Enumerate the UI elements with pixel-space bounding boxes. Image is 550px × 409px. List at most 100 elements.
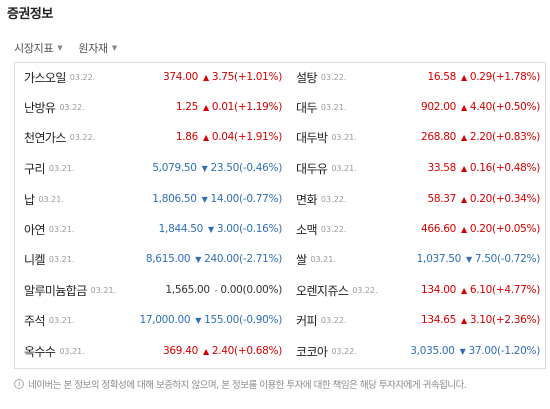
tab-label: 원자재 — [78, 42, 108, 55]
commodity-name[interactable]: 면화 — [296, 192, 317, 207]
triangle-up-icon: ▲ — [461, 72, 467, 82]
commodity-row[interactable]: 코코아 03.22. 3,035.00 ▼ 37.00(-1.20%) — [296, 337, 540, 365]
triangle-down-icon: ▼ — [195, 254, 202, 264]
commodity-change: 14.00(-0.77%) — [210, 193, 283, 205]
commodity-quote: 5,079.50 ▼ 23.50(-0.46%) — [152, 162, 282, 174]
commodity-row[interactable]: 소맥 03.22. 466.60 ▲ 0.20(+0.05%) — [296, 215, 540, 243]
page-title: 증권정보 — [7, 7, 53, 22]
commodity-price: 1,806.50 — [152, 193, 197, 205]
caret-down-icon: ▼ — [111, 44, 117, 52]
commodity-price: 268.80 — [421, 131, 456, 143]
commodity-price: 134.65 — [421, 314, 456, 326]
commodity-row[interactable]: 쌀 03.21. 1,037.50 ▼ 7.50(-0.72%) — [296, 245, 540, 273]
commodity-row[interactable]: 옥수수 03.21. 369.40 ▲ 2.40(+0.68%) — [24, 337, 282, 365]
commodity-date: 03.22. — [69, 132, 96, 142]
commodity-date: 03.22. — [352, 285, 378, 295]
commodity-change: 0.20(+0.34%) — [469, 193, 540, 205]
commodity-row[interactable]: 면화 03.22. 58.37 ▲ 0.20(+0.34%) — [296, 185, 540, 213]
commodity-row[interactable]: 대두박 03.21. 268.80 ▲ 2.20(+0.83%) — [296, 123, 540, 151]
commodity-change: 3.75(+1.01%) — [211, 71, 282, 83]
commodity-date: 03.21. — [310, 254, 336, 264]
commodity-row[interactable]: 난방유 03.22. 1.25 ▲ 0.01(+1.19%) — [24, 93, 282, 121]
commodity-change: 0.16(+0.48%) — [469, 162, 540, 174]
commodity-name[interactable]: 알루미늄합금 — [24, 283, 87, 298]
commodity-name[interactable]: 난방유 — [24, 100, 56, 115]
commodity-name[interactable]: 오렌지쥬스 — [296, 283, 349, 298]
commodity-row[interactable]: 구리 03.21. 5,079.50 ▼ 23.50(-0.46%) — [24, 154, 282, 182]
commodity-price: 134.00 — [421, 284, 456, 296]
commodity-row[interactable]: 아연 03.21. 1,844.50 ▼ 3.00(-0.16%) — [24, 215, 282, 243]
commodity-row[interactable]: 납 03.21. 1,806.50 ▼ 14.00(-0.77%) — [24, 185, 282, 213]
triangle-down-icon: ▼ — [201, 194, 208, 204]
commodity-name[interactable]: 대두 — [296, 100, 317, 115]
commodity-quote: 369.40 ▲ 2.40(+0.68%) — [163, 345, 282, 357]
commodity-row[interactable]: 오렌지쥬스 03.22. 134.00 ▲ 6.10(+4.77%) — [296, 276, 540, 304]
commodity-quote: 466.60 ▲ 0.20(+0.05%) — [421, 223, 540, 235]
commodity-quote: 134.00 ▲ 6.10(+4.77%) — [421, 284, 540, 296]
commodity-date: 03.21. — [331, 163, 357, 173]
commodity-change: 0.04(+1.91%) — [211, 131, 282, 143]
triangle-up-icon: ▲ — [461, 224, 467, 234]
commodity-name[interactable]: 천연가스 — [24, 130, 66, 145]
category-tabs: 시장지표 ▼ 원자재 ▼ — [14, 40, 117, 56]
commodity-price: 58.37 — [427, 193, 456, 205]
triangle-up-icon: ▲ — [203, 72, 209, 82]
commodity-name[interactable]: 커피 — [296, 313, 317, 328]
triangle-down-icon: ▼ — [466, 254, 472, 264]
triangle-up-icon: ▲ — [203, 132, 209, 142]
commodity-name[interactable]: 납 — [24, 192, 35, 207]
commodity-row[interactable]: 대두 03.21. 902.00 ▲ 4.40(+0.50%) — [296, 93, 540, 121]
commodity-change: 2.20(+0.83%) — [469, 131, 540, 143]
commodity-change: 240.00(-2.71%) — [204, 253, 282, 265]
commodity-change: 4.40(+0.50%) — [469, 101, 540, 113]
commodity-name[interactable]: 대두박 — [296, 130, 328, 145]
commodity-name[interactable]: 쌀 — [296, 252, 307, 267]
commodity-quote: 1.25 ▲ 0.01(+1.19%) — [176, 101, 282, 113]
commodity-row[interactable]: 가스오일 03.22. 374.00 ▲ 3.75(+1.01%) — [24, 63, 282, 91]
commodity-row[interactable]: 천연가스 03.22. 1.86 ▲ 0.04(+1.91%) — [24, 123, 282, 151]
commodity-row[interactable]: 커피 03.22. 134.65 ▲ 3.10(+2.36%) — [296, 306, 540, 334]
commodity-name[interactable]: 코코아 — [296, 344, 328, 359]
commodity-row[interactable]: 알루미늄합금 03.21. 1,565.00-0.00(0.00%) — [24, 276, 282, 304]
commodity-name[interactable]: 대두유 — [296, 161, 328, 176]
commodity-price: 33.58 — [427, 162, 456, 174]
commodity-row[interactable]: 설탕 03.22. 16.58 ▲ 0.29(+1.78%) — [296, 63, 540, 91]
triangle-down-icon: ▼ — [201, 163, 208, 173]
commodity-row[interactable]: 주석 03.21. 17,000.00 ▼ 155.00(-0.90%) — [24, 306, 282, 334]
commodity-date: 03.22. — [59, 102, 85, 112]
commodity-change: 7.50(-0.72%) — [474, 253, 540, 265]
triangle-up-icon: ▲ — [203, 346, 209, 356]
commodity-name[interactable]: 구리 — [24, 161, 45, 176]
commodity-quote: 902.00 ▲ 4.40(+0.50%) — [421, 101, 540, 113]
commodity-quote: 17,000.00 ▼ 155.00(-0.90%) — [140, 314, 283, 326]
commodity-date: 03.21. — [48, 163, 75, 173]
commodity-change: 155.00(-0.90%) — [204, 314, 282, 326]
tab-commodities[interactable]: 원자재 ▼ — [78, 40, 117, 56]
commodity-quote: 3,035.00 ▼ 37.00(-1.20%) — [410, 345, 540, 357]
commodity-row[interactable]: 대두유 03.21. 33.58 ▲ 0.16(+0.48%) — [296, 154, 540, 182]
commodity-date: 03.21. — [90, 285, 117, 295]
tab-market-indicators[interactable]: 시장지표 ▼ — [14, 40, 63, 56]
commodity-name[interactable]: 옥수수 — [24, 344, 56, 359]
commodity-name[interactable]: 가스오일 — [24, 70, 66, 85]
commodity-price: 902.00 — [421, 101, 456, 113]
commodity-quote: 1.86 ▲ 0.04(+1.91%) — [176, 131, 282, 143]
commodity-date: 03.22. — [331, 346, 357, 356]
commodity-name[interactable]: 아연 — [24, 222, 45, 237]
commodity-price: 1,037.50 — [416, 253, 462, 265]
commodity-quote: 268.80 ▲ 2.20(+0.83%) — [421, 131, 540, 143]
commodity-date: 03.21. — [48, 315, 75, 325]
commodity-name[interactable]: 설탕 — [296, 70, 317, 85]
commodity-name[interactable]: 주석 — [24, 313, 45, 328]
commodity-date: 03.21. — [48, 224, 75, 234]
commodity-change: 23.50(-0.46%) — [210, 162, 283, 174]
commodity-date: 03.22. — [69, 72, 96, 82]
triangle-down-icon: ▼ — [459, 346, 466, 356]
commodity-quote: 8,615.00 ▼ 240.00(-2.71%) — [146, 253, 282, 265]
commodity-list-panel: 가스오일 03.22. 374.00 ▲ 3.75(+1.01%) 난방유 03.22. 1.… — [14, 62, 546, 369]
commodity-name[interactable]: 소맥 — [296, 222, 317, 237]
commodity-name[interactable]: 니켈 — [24, 252, 45, 267]
commodity-change: 2.40(+0.68%) — [211, 345, 282, 357]
commodity-row[interactable]: 니켈 03.21. 8,615.00 ▼ 240.00(-2.71%) — [24, 245, 282, 273]
caret-down-icon: ▼ — [57, 44, 63, 52]
